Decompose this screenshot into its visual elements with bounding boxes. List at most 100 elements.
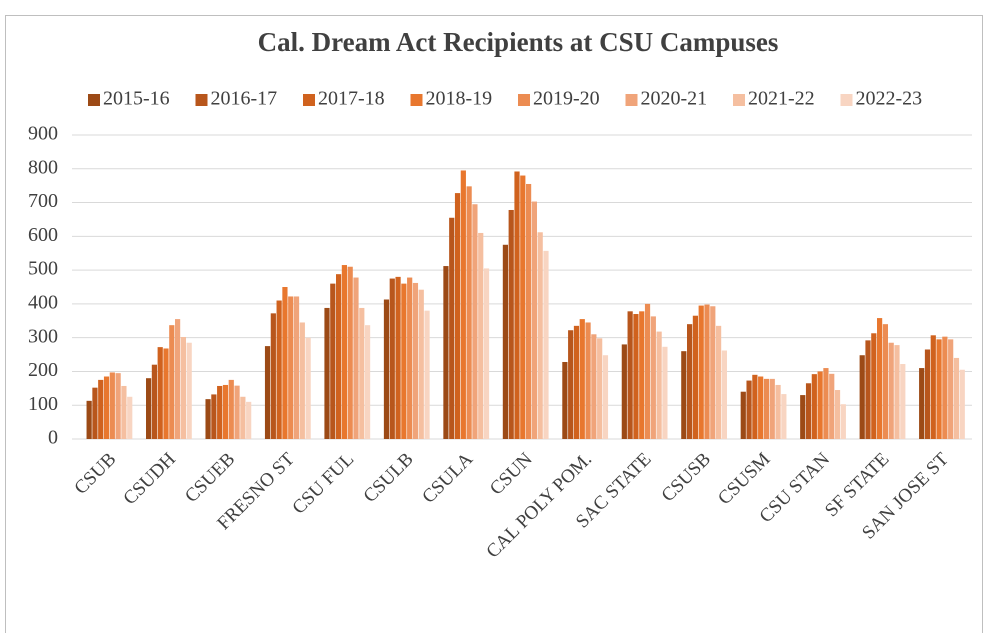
bar — [681, 351, 687, 439]
bar — [721, 350, 727, 439]
bar — [834, 390, 841, 439]
bar — [288, 296, 294, 439]
bar — [246, 401, 252, 439]
bar — [146, 378, 152, 439]
bar — [341, 265, 347, 439]
bar — [692, 315, 699, 439]
y-tick-label: 700 — [28, 190, 58, 212]
bar — [953, 357, 960, 439]
bar — [805, 383, 812, 439]
bar — [157, 347, 163, 439]
legend-label: 2020-21 — [641, 88, 708, 110]
y-tick-label: 100 — [28, 393, 58, 415]
bar — [359, 307, 365, 439]
bar — [740, 391, 746, 439]
y-tick-label: 800 — [28, 156, 58, 178]
bar — [585, 322, 591, 439]
bar — [228, 379, 234, 439]
bar — [418, 289, 424, 439]
bar — [211, 394, 217, 439]
bar — [597, 338, 603, 439]
bar — [508, 209, 514, 439]
bar — [752, 374, 758, 439]
bar — [103, 376, 110, 439]
bar — [602, 355, 609, 439]
legend-swatch — [518, 94, 530, 106]
bar — [353, 277, 359, 439]
bar — [763, 378, 770, 439]
bar — [865, 340, 871, 439]
bar — [543, 250, 549, 439]
legend-label: 2018-19 — [426, 88, 493, 110]
bar — [389, 278, 395, 439]
bar — [454, 193, 461, 439]
legend-label: 2016-17 — [211, 88, 278, 110]
bar — [336, 274, 342, 439]
y-tick-label: 0 — [48, 427, 58, 449]
bar — [823, 368, 829, 439]
legend-swatch — [840, 94, 853, 106]
bar — [579, 319, 585, 439]
legend-label: 2022-23 — [856, 88, 923, 110]
bar — [936, 339, 942, 439]
bar — [86, 400, 92, 439]
bar — [930, 335, 936, 439]
bar — [520, 175, 526, 440]
bar — [115, 373, 121, 439]
bar — [894, 345, 900, 439]
bar — [472, 204, 478, 439]
legend-swatch — [88, 94, 100, 106]
bar — [817, 371, 823, 439]
bar — [180, 336, 186, 439]
bar — [948, 339, 954, 439]
bar — [483, 268, 490, 439]
bar — [811, 374, 817, 439]
bar — [151, 364, 158, 439]
bar — [662, 346, 668, 439]
bar — [514, 171, 520, 440]
bar — [460, 170, 466, 439]
bar — [644, 303, 651, 439]
bar — [746, 380, 752, 439]
bar — [234, 385, 240, 439]
bar — [591, 334, 597, 439]
bar — [959, 369, 965, 439]
legend-label: 2019-20 — [533, 88, 600, 110]
bar — [859, 355, 865, 439]
legend-swatch — [625, 94, 638, 106]
bar — [174, 319, 181, 439]
bar — [526, 183, 532, 439]
bar — [98, 379, 104, 439]
bar — [443, 266, 449, 439]
legend-swatch — [195, 94, 208, 106]
bar — [568, 330, 574, 439]
bar — [656, 331, 662, 439]
bar — [478, 232, 484, 439]
bar — [395, 276, 401, 439]
bar — [573, 325, 580, 439]
bar — [270, 313, 276, 439]
bar — [900, 364, 906, 439]
bar — [877, 318, 883, 439]
bar — [127, 396, 133, 439]
bar — [800, 395, 806, 439]
bar — [121, 385, 127, 439]
legend-label: 2017-18 — [318, 88, 385, 110]
bar — [531, 201, 537, 439]
bar — [205, 399, 211, 439]
bar — [537, 232, 543, 439]
bar — [562, 361, 568, 439]
bar — [882, 324, 888, 439]
y-tick-label: 200 — [28, 359, 58, 381]
bar — [633, 314, 639, 439]
bar — [775, 384, 781, 439]
bar — [758, 376, 764, 439]
chart-frame — [5, 15, 983, 633]
legend-swatch — [303, 94, 315, 106]
bar — [264, 346, 271, 439]
bar — [942, 336, 948, 439]
bar — [449, 217, 455, 439]
bar — [698, 305, 704, 439]
chart-title: Cal. Dream Act Recipients at CSU Campuse… — [258, 27, 779, 57]
bar — [186, 342, 192, 439]
